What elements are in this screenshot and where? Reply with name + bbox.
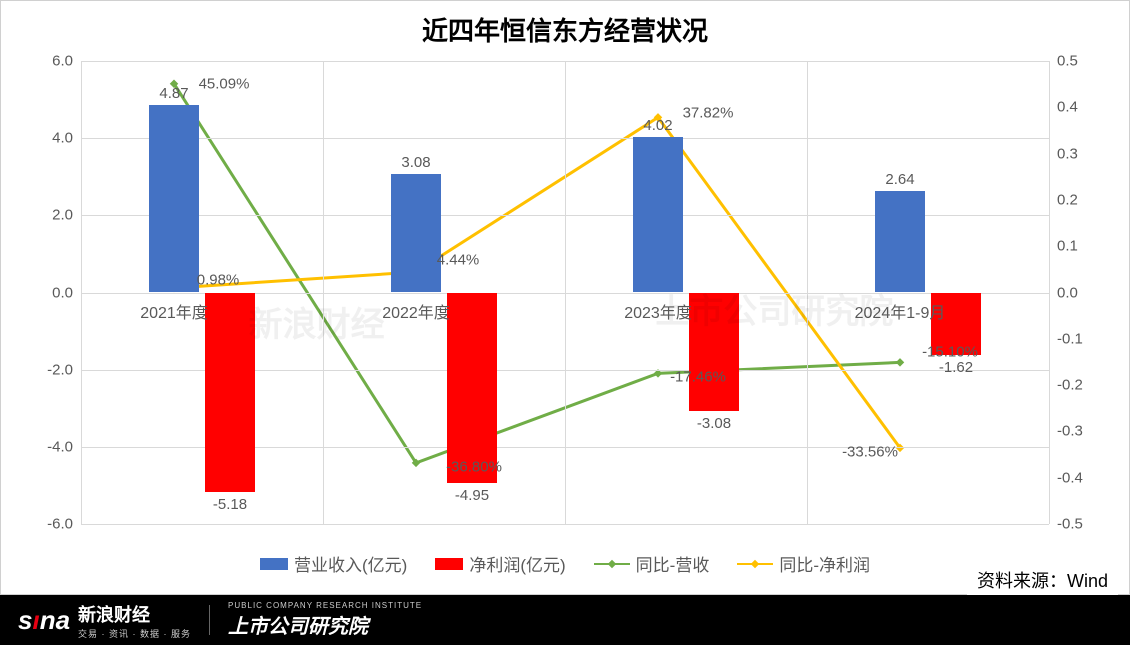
legend-swatch xyxy=(435,558,463,570)
institute-brand: PUBLIC COMPANY RESEARCH INSTITUTE 上市公司研究… xyxy=(228,601,422,639)
bar xyxy=(391,174,441,293)
bar-value-label: -5.18 xyxy=(213,496,247,513)
legend-item: 同比-净利润 xyxy=(737,551,870,576)
left-axis-tick: 4.0 xyxy=(52,130,81,147)
category-label: 2021年度 xyxy=(140,299,208,323)
category-label: 2024年1-9月 xyxy=(855,299,946,323)
right-axis-tick: -0.2 xyxy=(1049,377,1083,394)
right-axis-tick: 0.5 xyxy=(1049,53,1078,70)
footer-brand-bar: sına 新浪财经 交易 · 资讯 · 数据 · 服务 PUBLIC COMPA… xyxy=(0,595,1130,645)
legend-line-icon xyxy=(737,563,773,565)
sina-cn: 新浪财经 xyxy=(78,605,150,625)
left-axis-tick: 0.0 xyxy=(52,284,81,301)
bar-value-label: -3.08 xyxy=(697,415,731,432)
grid-line-v xyxy=(81,61,82,524)
right-axis-tick: 0.0 xyxy=(1049,284,1078,301)
sina-logo-icon: sına xyxy=(18,605,70,636)
bar xyxy=(689,293,739,412)
left-axis-tick: 6.0 xyxy=(52,53,81,70)
sina-sub: 交易 · 资讯 · 数据 · 服务 xyxy=(78,627,191,640)
bar xyxy=(205,293,255,493)
right-axis-tick: 0.4 xyxy=(1049,99,1078,116)
bar-value-label: 3.08 xyxy=(401,154,430,171)
bar xyxy=(447,293,497,484)
right-axis-tick: -0.1 xyxy=(1049,330,1083,347)
chart-title: 近四年恒信东方经营状况 xyxy=(1,1,1129,48)
bar-value-label: 4.02 xyxy=(643,117,672,134)
category-label: 2023年度 xyxy=(624,299,692,323)
line-value-label: -17.46% xyxy=(670,369,726,386)
bar-value-label: 2.64 xyxy=(885,171,914,188)
bar xyxy=(633,137,683,292)
line-value-label: -33.56% xyxy=(842,443,898,460)
bar-value-label: -1.62 xyxy=(939,359,973,376)
legend-label: 营业收入(亿元) xyxy=(294,551,407,576)
right-axis-tick: 0.3 xyxy=(1049,145,1078,162)
bar xyxy=(875,191,925,293)
bar-value-label: -4.95 xyxy=(455,487,489,504)
legend-item: 营业收入(亿元) xyxy=(260,551,407,576)
right-axis-tick: -0.3 xyxy=(1049,423,1083,440)
chart-legend: 营业收入(亿元) 净利润(亿元) 同比-营收 同比-净利润 xyxy=(1,551,1129,576)
institute-top: PUBLIC COMPANY RESEARCH INSTITUTE xyxy=(228,601,422,610)
right-axis-tick: 0.2 xyxy=(1049,191,1078,208)
grid-line-v xyxy=(1049,61,1050,524)
line-value-label: 4.44% xyxy=(437,251,480,268)
grid-line-v xyxy=(323,61,324,524)
line-value-label: 0.98% xyxy=(197,271,240,288)
legend-label: 同比-营收 xyxy=(636,551,710,576)
line-value-label: 37.82% xyxy=(683,105,734,122)
legend-label: 同比-净利润 xyxy=(779,551,870,576)
left-axis-tick: 2.0 xyxy=(52,207,81,224)
legend-item: 同比-营收 xyxy=(594,551,710,576)
grid-line-v xyxy=(565,61,566,524)
source-label: 资料来源：Wind xyxy=(967,567,1118,595)
chart-container: 近四年恒信东方经营状况 -6.0-4.0-2.00.02.04.06.0-0.5… xyxy=(0,0,1130,595)
left-axis-tick: -2.0 xyxy=(47,361,81,378)
legend-label: 净利润(亿元) xyxy=(469,551,565,576)
left-axis-tick: -6.0 xyxy=(47,516,81,533)
legend-swatch xyxy=(260,558,288,570)
category-label: 2022年度 xyxy=(382,299,450,323)
chart-plot: -6.0-4.0-2.00.02.04.06.0-0.5-0.4-0.3-0.2… xyxy=(81,61,1049,524)
grid-line-v xyxy=(807,61,808,524)
bar-value-label: 4.87 xyxy=(159,85,188,102)
right-axis-tick: -0.5 xyxy=(1049,516,1083,533)
legend-line-icon xyxy=(594,563,630,565)
line-value-label: 45.09% xyxy=(199,75,250,92)
footer-separator xyxy=(209,605,210,635)
line-value-label: -15.10% xyxy=(922,344,978,361)
bar xyxy=(149,105,199,293)
sina-brand: sına 新浪财经 交易 · 资讯 · 数据 · 服务 xyxy=(18,601,191,640)
grid-line xyxy=(81,524,1049,525)
institute-main: 上市公司研究院 xyxy=(228,610,422,639)
right-axis-tick: 0.1 xyxy=(1049,238,1078,255)
left-axis-tick: -4.0 xyxy=(47,438,81,455)
legend-item: 净利润(亿元) xyxy=(435,551,565,576)
right-axis-tick: -0.4 xyxy=(1049,469,1083,486)
line-value-label: -36.80% xyxy=(446,458,502,475)
